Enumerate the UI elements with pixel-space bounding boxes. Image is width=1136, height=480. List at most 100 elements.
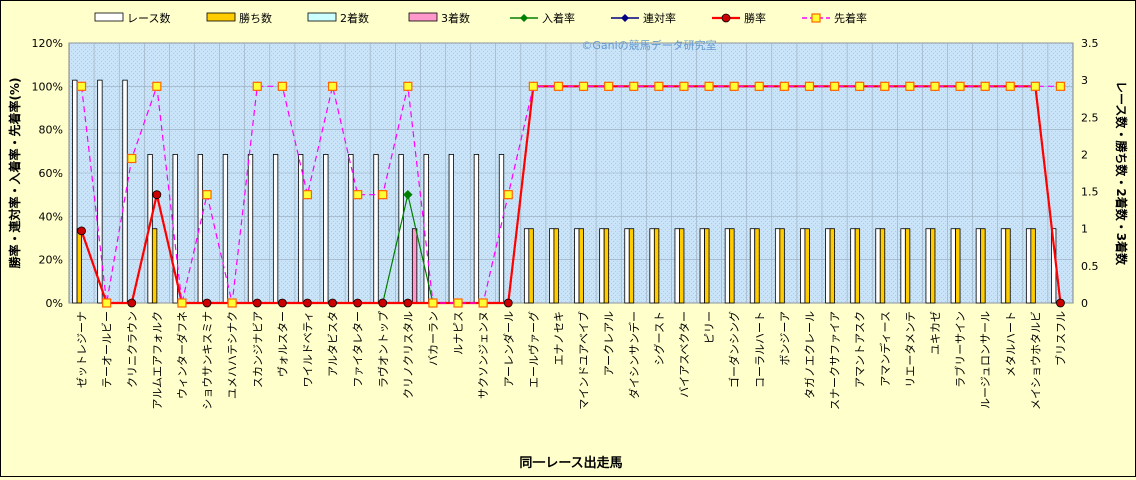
bar-勝ち数 <box>754 228 760 304</box>
right-tick-label: 0 <box>1081 297 1088 310</box>
x-tick-label: シグースト <box>652 311 666 365</box>
x-tick-label: エナノセキ <box>552 311 565 365</box>
right-tick-label: 2 <box>1081 148 1088 161</box>
point-勝率 <box>277 298 287 308</box>
right-tick-label: 1 <box>1081 223 1088 236</box>
point-勝率 <box>378 298 388 308</box>
point-先着率 <box>654 81 664 91</box>
x-tick-label: ピリー <box>703 311 716 344</box>
point-勝率 <box>77 226 86 236</box>
point-先着率 <box>829 81 840 91</box>
x-tick-label: メタルハート <box>1004 311 1017 377</box>
left-tick-label: 80% <box>39 124 63 137</box>
bar-レース数 <box>97 79 103 304</box>
gridlines <box>69 42 1073 304</box>
bar-レース数 <box>724 228 731 304</box>
x-tick-label: アマンディース <box>878 311 892 387</box>
point-先着率 <box>327 81 338 91</box>
x-tick-label: テーオールビー <box>101 311 114 388</box>
point-先着率 <box>604 81 614 91</box>
bar-レース数 <box>774 228 781 304</box>
bar-レース数 <box>348 154 354 304</box>
bar-レース数 <box>699 228 705 304</box>
bar-series <box>72 79 1057 304</box>
bar-勝ち数 <box>829 228 835 304</box>
x-tick-label: ボンジーア <box>778 311 791 366</box>
point-先着率 <box>177 298 187 308</box>
point-勝率 <box>152 190 162 200</box>
left-tick-label: 40% <box>39 210 63 223</box>
right-tick-label: 2.5 <box>1081 111 1099 124</box>
x-tick-label: ワイルドベティ <box>301 311 314 387</box>
point-先着率 <box>704 81 714 91</box>
bar-レース数 <box>975 228 982 304</box>
watermark: ©Ganiの競馬データ研究室 <box>581 38 716 52</box>
bar-レース数 <box>1000 228 1007 304</box>
bar-勝ち数 <box>578 228 584 304</box>
point-先着率 <box>729 81 739 91</box>
right-tick-label: 1.5 <box>1081 186 1099 199</box>
point-先着率 <box>378 190 388 200</box>
point-先着率 <box>453 298 463 308</box>
x-tick-label: ゴーダンシング <box>727 311 741 388</box>
bar-レース数 <box>800 228 806 304</box>
x-tick-label: ショウサンキスミナ <box>201 311 214 410</box>
legend-item: 勝率 <box>712 11 766 25</box>
x-tick-label: リエータメンテ <box>904 311 917 388</box>
point-入着率 <box>403 189 413 200</box>
bar-勝ち数 <box>679 228 685 304</box>
point-先着率 <box>353 190 363 200</box>
point-先着率 <box>880 81 890 91</box>
x-tick-label: サクソンジェンヌ <box>477 311 490 399</box>
left-axis-title: 勝率・連対率・入着率・先着率(%) <box>7 78 22 269</box>
point-先着率 <box>1005 81 1015 91</box>
point-先着率 <box>779 81 789 91</box>
legend-swatch <box>94 12 124 22</box>
point-先着率 <box>804 81 815 91</box>
bar-レース数 <box>272 154 279 304</box>
x-tick-label: アマントアスク <box>854 311 867 388</box>
bar-レース数 <box>950 228 956 304</box>
legend-label: レース数 <box>127 12 170 25</box>
left-tick-label: 60% <box>39 167 63 180</box>
point-先着率 <box>127 153 137 164</box>
bar-勝ち数 <box>76 228 82 304</box>
legend-marker <box>811 13 821 23</box>
point-先着率 <box>227 298 237 308</box>
bar-レース数 <box>448 154 454 304</box>
legend-marker <box>520 14 528 22</box>
legend-label: 勝ち数 <box>239 11 272 25</box>
x-tick-label: エールヴァーグ <box>526 311 540 388</box>
line-series <box>76 81 1066 308</box>
legend-swatch <box>206 12 236 22</box>
right-tick-label: 3.5 <box>1081 37 1099 50</box>
bar-レース数 <box>247 154 254 304</box>
left-tick-label: 120% <box>32 37 63 50</box>
point-先着率 <box>76 81 87 91</box>
point-先着率 <box>503 190 513 200</box>
bar-勝ち数 <box>1005 228 1011 304</box>
bar-勝ち数 <box>980 228 986 304</box>
bar-勝ち数 <box>603 228 610 304</box>
bar-レース数 <box>649 228 655 304</box>
bar-レース数 <box>875 228 881 304</box>
point-先着率 <box>955 81 965 91</box>
bar-レース数 <box>749 228 756 304</box>
point-先着率 <box>403 81 413 91</box>
bar-レース数 <box>473 154 480 304</box>
x-tick-label: ルナピス <box>452 311 465 355</box>
point-先着率 <box>528 81 538 91</box>
legend-label: 2着数 <box>340 11 369 25</box>
point-先着率 <box>152 81 162 91</box>
x-tick-label: アルタビスタ <box>327 311 340 377</box>
x-tick-label: アーレンダール <box>501 311 515 387</box>
legend-label: 3着数 <box>441 11 470 25</box>
point-先着率 <box>202 190 212 200</box>
bar-3着数 <box>411 228 418 304</box>
legend-item: 先着率 <box>802 11 867 25</box>
bar-レース数 <box>674 228 680 304</box>
line-先着率 <box>80 85 1061 304</box>
point-先着率 <box>102 298 112 308</box>
point-先着率 <box>478 298 488 308</box>
